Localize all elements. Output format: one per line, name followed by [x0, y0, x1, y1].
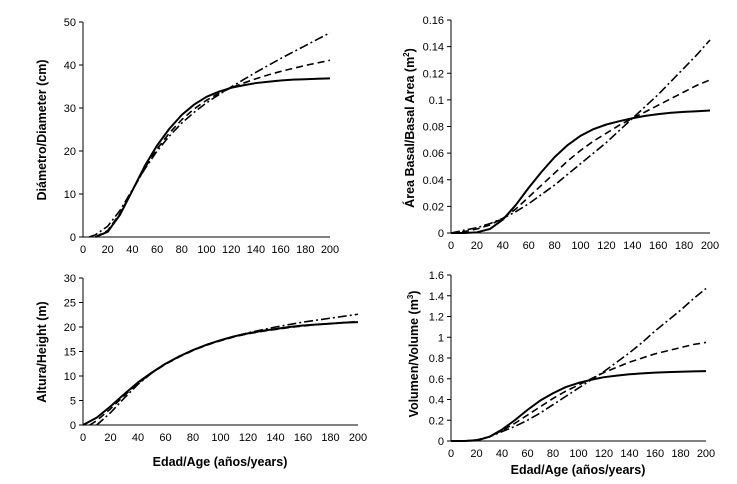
x-axis-label: Edad/Age (años/years)	[153, 455, 288, 469]
x-tick-label: 180	[675, 240, 693, 252]
y-tick-label: 0.04	[423, 175, 444, 187]
x-tick-label: 200	[697, 448, 715, 460]
series-line-dashdot	[450, 39, 711, 234]
y-tick-label: 0.08	[423, 122, 444, 134]
x-tick-label: 0	[80, 244, 86, 256]
x-tick-label: 60	[151, 244, 163, 256]
x-tick-label: 40	[496, 448, 508, 460]
y-tick-label: 0.02	[423, 201, 444, 213]
diameter-panel: Diámetro/Diameter (cm) 0 10 20 30 40 50 0 20 40 6…	[35, 17, 339, 256]
y-tick-label: 40	[64, 60, 76, 72]
x-tick-label: 160	[649, 240, 667, 252]
x-tick-label: 40	[497, 240, 509, 252]
x-tick-label: 140	[247, 244, 265, 256]
y-axis-label: Altura/Height (m)	[35, 301, 49, 402]
y-tick-label: 0	[70, 232, 76, 244]
y-tick-label: 0.6	[429, 374, 444, 386]
y-tick-label: 20	[64, 322, 76, 334]
y-axis-label: Diámetro/Diameter (cm)	[35, 59, 49, 200]
x-tick-label: 20	[102, 244, 114, 256]
x-tick-label: 80	[187, 432, 199, 444]
y-tick-label: 0.12	[423, 68, 444, 80]
x-tick-label: 0	[448, 240, 454, 252]
x-tick-label: 60	[159, 432, 171, 444]
basal-area-panel: Área Basal/Basal Area (m2) 0 0.02 0.04 0.06…	[402, 15, 719, 252]
height-panel: Altura/Height (m) Edad/Age (años/years) …	[35, 273, 367, 469]
x-tick-label: 100	[211, 432, 229, 444]
x-tick-label: 180	[321, 432, 339, 444]
y-tick-label: 1.6	[429, 270, 444, 282]
y-tick-label: 25	[64, 298, 76, 310]
series-line-solid	[451, 109, 711, 234]
y-tick-label: 50	[64, 17, 76, 29]
x-tick-label: 20	[471, 240, 483, 252]
series-line-dashdot	[88, 32, 331, 238]
x-tick-label: 120	[239, 432, 257, 444]
x-tick-label: 120	[222, 244, 240, 256]
x-tick-label: 40	[132, 432, 144, 444]
y-axis-label: Volumen/Volume (m3)	[406, 291, 421, 418]
y-tick-label: 5	[70, 396, 76, 408]
y-tick-label: 20	[64, 146, 76, 158]
y-tick-label: 0	[438, 228, 444, 240]
x-tick-label: 20	[470, 448, 482, 460]
y-tick-label: 10	[64, 371, 76, 383]
y-tick-label: 10	[64, 189, 76, 201]
series-line-solid	[94, 77, 331, 238]
y-tick-label: 0.14	[423, 42, 444, 54]
series-line-dashdot	[451, 287, 707, 442]
x-tick-label: 80	[548, 240, 560, 252]
x-tick-label: 60	[521, 448, 533, 460]
y-tick-label: 0.4	[429, 395, 444, 407]
x-tick-label: 100	[197, 244, 215, 256]
x-tick-label: 200	[321, 244, 339, 256]
x-tick-label: 100	[571, 240, 589, 252]
volume-panel: Volumen/Volume (m3) Edad/Age (años/years…	[406, 270, 715, 477]
x-tick-label: 20	[104, 432, 116, 444]
x-tick-label: 180	[671, 448, 689, 460]
x-tick-label: 160	[294, 432, 312, 444]
y-tick-label: 0	[70, 420, 76, 432]
y-tick-label: 15	[64, 347, 76, 359]
x-tick-label: 80	[176, 244, 188, 256]
y-tick-label: 1.4	[429, 291, 444, 303]
y-tick-label: 30	[64, 273, 76, 285]
x-tick-label: 160	[646, 448, 664, 460]
series-line-solid	[82, 321, 359, 426]
x-tick-label: 140	[623, 240, 641, 252]
y-tick-label: 1.2	[429, 312, 444, 324]
y-tick-label: 0.06	[423, 148, 444, 160]
series-line-dashed	[94, 59, 331, 238]
x-tick-label: 120	[595, 448, 613, 460]
x-tick-label: 200	[349, 432, 367, 444]
x-tick-label: 100	[569, 448, 587, 460]
y-tick-label: 0.2	[429, 415, 444, 427]
y-tick-label: 1	[438, 332, 444, 344]
x-axis-label: Edad/Age (años/years)	[511, 463, 646, 477]
x-tick-label: 80	[547, 448, 559, 460]
x-tick-label: 160	[271, 244, 289, 256]
x-tick-label: 140	[266, 432, 284, 444]
y-tick-label: 0	[438, 436, 444, 448]
x-tick-label: 120	[597, 240, 615, 252]
series-line-dashed	[89, 320, 359, 426]
x-tick-label: 60	[523, 240, 535, 252]
x-tick-label: 0	[80, 432, 86, 444]
y-tick-label: 0.16	[423, 15, 444, 27]
y-tick-label: 30	[64, 103, 76, 115]
y-tick-label: 0.1	[429, 95, 444, 107]
x-tick-label: 200	[701, 240, 719, 252]
x-tick-label: 180	[296, 244, 314, 256]
x-tick-label: 140	[620, 448, 638, 460]
x-tick-label: 0	[448, 448, 454, 460]
series-line-dashed	[451, 341, 707, 442]
y-tick-label: 0.8	[429, 353, 444, 365]
y-axis-label: Área Basal/Basal Area (m2)	[402, 48, 417, 208]
series-line-solid	[451, 370, 707, 442]
series-line-dashed	[450, 79, 711, 234]
series-line-dashdot	[96, 313, 359, 426]
x-tick-label: 40	[126, 244, 138, 256]
